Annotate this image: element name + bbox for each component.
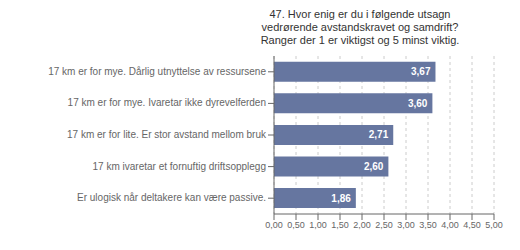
- svg-text:1,50: 1,50: [331, 220, 349, 230]
- svg-text:3,60: 3,60: [408, 98, 428, 109]
- svg-text:17 km er for mye. Dårlig utnyt: 17 km er for mye. Dårlig utnyttelse av r…: [48, 66, 266, 77]
- svg-text:3,00: 3,00: [397, 220, 415, 230]
- svg-text:5,00: 5,00: [485, 220, 503, 230]
- svg-text:1,00: 1,00: [309, 220, 327, 230]
- svg-text:2,71: 2,71: [369, 129, 389, 140]
- svg-text:17 km er for lite. Er stor avs: 17 km er for lite. Er stor avstand mello…: [67, 129, 267, 140]
- svg-text:4,00: 4,00: [441, 220, 459, 230]
- svg-text:4,50: 4,50: [463, 220, 481, 230]
- html-text:47. Hvor enig er du i følgende: 47. Hvor enig er du i følgende utsagn ve…: [260, 8, 460, 46]
- svg-text:1,86: 1,86: [331, 193, 351, 204]
- svg-text:Er ulogisk når deltakere kan v: Er ulogisk når deltakere kan være passiv…: [77, 192, 266, 203]
- svg-text:17 km er for mye. Ivaretar ikk: 17 km er for mye. Ivaretar ikke dyrevelf…: [68, 97, 266, 108]
- svg-text:0,50: 0,50: [287, 220, 305, 230]
- svg-text:17 km ivaretar et fornuftig dr: 17 km ivaretar et fornuftig driftsoppleg…: [93, 161, 266, 172]
- svg-text:2,50: 2,50: [375, 220, 393, 230]
- svg-text:2,00: 2,00: [353, 220, 371, 230]
- svg-text:3,67: 3,67: [411, 66, 431, 77]
- svg-text:0,00: 0,00: [265, 220, 283, 230]
- svg-text:2,60: 2,60: [364, 161, 384, 172]
- svg-text:3,50: 3,50: [419, 220, 437, 230]
